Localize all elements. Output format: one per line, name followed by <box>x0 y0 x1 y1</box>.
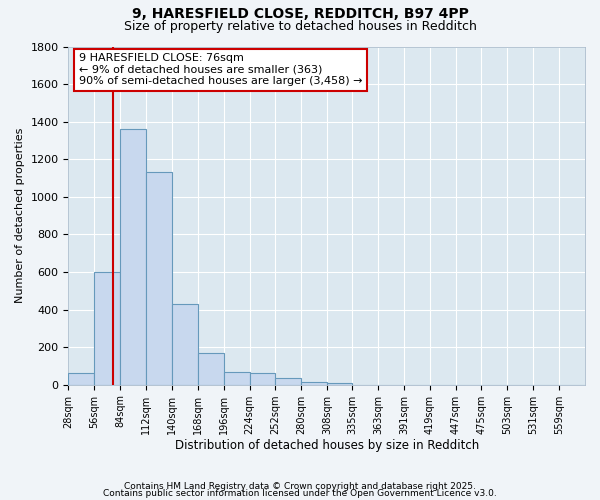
Bar <box>275 378 301 384</box>
Bar <box>327 383 352 384</box>
Text: 9, HARESFIELD CLOSE, REDDITCH, B97 4PP: 9, HARESFIELD CLOSE, REDDITCH, B97 4PP <box>131 8 469 22</box>
Bar <box>94 272 120 384</box>
Text: Contains HM Land Registry data © Crown copyright and database right 2025.: Contains HM Land Registry data © Crown c… <box>124 482 476 491</box>
Bar <box>172 304 198 384</box>
Bar <box>146 172 172 384</box>
Y-axis label: Number of detached properties: Number of detached properties <box>15 128 25 304</box>
Bar <box>198 353 224 384</box>
Bar <box>120 129 146 384</box>
Text: Contains public sector information licensed under the Open Government Licence v3: Contains public sector information licen… <box>103 490 497 498</box>
X-axis label: Distribution of detached houses by size in Redditch: Distribution of detached houses by size … <box>175 440 479 452</box>
Text: Size of property relative to detached houses in Redditch: Size of property relative to detached ho… <box>124 20 476 33</box>
Bar <box>301 382 327 384</box>
Text: 9 HARESFIELD CLOSE: 76sqm
← 9% of detached houses are smaller (363)
90% of semi-: 9 HARESFIELD CLOSE: 76sqm ← 9% of detach… <box>79 54 362 86</box>
Bar <box>224 372 250 384</box>
Bar <box>68 374 94 384</box>
Bar <box>250 372 275 384</box>
